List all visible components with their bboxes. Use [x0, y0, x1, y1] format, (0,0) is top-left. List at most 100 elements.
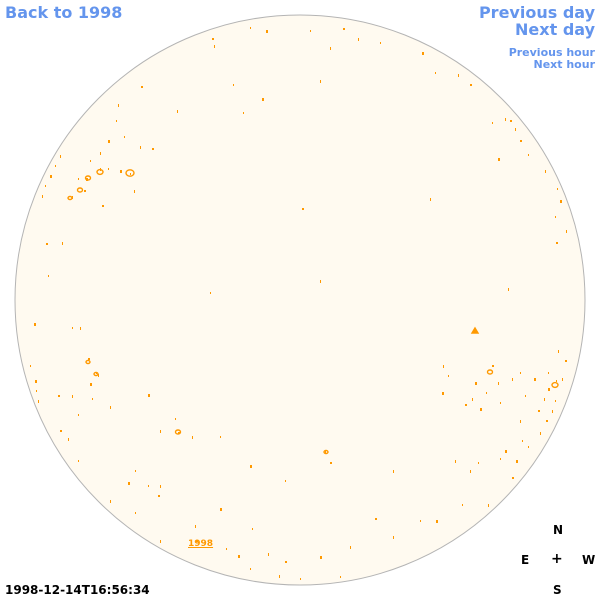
feature-speck — [220, 436, 221, 438]
feature-speck — [548, 372, 549, 374]
feature-speck — [498, 382, 499, 385]
compass-north-label: N — [553, 523, 564, 537]
previous-day-link[interactable]: Previous day — [478, 3, 595, 22]
feature-speck — [238, 555, 240, 558]
feature-speck — [90, 160, 91, 162]
next-day-link[interactable]: Next day — [515, 20, 595, 39]
feature-speck — [310, 30, 311, 32]
feature-speck — [393, 470, 394, 473]
feature-speck — [62, 242, 63, 245]
feature-speck — [46, 243, 48, 245]
solar-disk — [14, 14, 586, 586]
feature-speck — [505, 118, 506, 121]
feature-loop — [174, 429, 182, 435]
feature-speck — [528, 446, 529, 448]
feature-speck — [557, 188, 558, 190]
next-hour-link[interactable]: Next hour — [533, 58, 596, 71]
feature-speck — [100, 152, 101, 155]
feature-speck — [422, 52, 424, 55]
feature-speck — [268, 553, 269, 556]
year-link[interactable]: 1998 — [188, 539, 214, 549]
feature-speck — [510, 120, 512, 122]
feature-speck — [72, 395, 73, 398]
feature-speck — [555, 400, 556, 402]
previous-hour-link[interactable]: Previous hour — [508, 46, 595, 59]
feature-speck — [178, 432, 180, 434]
feature-speck — [279, 575, 280, 578]
feature-speck — [266, 30, 268, 33]
feature-loop — [93, 371, 99, 377]
feature-speck — [430, 198, 431, 201]
feature-speck — [220, 508, 222, 511]
feature-speck — [302, 208, 304, 210]
feature-speck — [160, 540, 161, 543]
feature-loop — [323, 449, 329, 455]
feature-speck — [500, 402, 501, 404]
feature-speck — [250, 465, 252, 468]
feature-speck — [340, 576, 341, 578]
feature-speck — [78, 460, 79, 462]
feature-speck — [55, 165, 56, 167]
feature-loop — [125, 169, 135, 177]
feature-speck — [548, 388, 550, 391]
feature-speck — [488, 504, 489, 507]
feature-speck — [442, 392, 444, 395]
feature-speck — [148, 394, 150, 397]
feature-speck — [135, 470, 136, 472]
compass-east-label: E — [521, 553, 530, 567]
feature-speck — [498, 158, 500, 161]
feature-speck — [325, 450, 326, 453]
feature-loop — [486, 369, 494, 375]
feature-speck — [515, 128, 516, 131]
feature-speck — [512, 477, 514, 479]
feature-speck — [343, 28, 345, 30]
feature-speck — [538, 410, 540, 412]
feature-speck — [152, 148, 154, 150]
feature-speck — [212, 38, 214, 40]
feature-speck — [210, 292, 211, 294]
feature-loop — [67, 195, 73, 201]
feature-speck — [558, 350, 559, 353]
feature-speck — [525, 395, 526, 397]
feature-speck — [330, 47, 331, 50]
feature-speck — [552, 410, 553, 413]
feature-speck — [520, 140, 522, 142]
feature-speck — [30, 365, 31, 367]
feature-speck — [472, 398, 473, 401]
feature-speck — [486, 392, 487, 394]
feature-speck — [420, 520, 421, 522]
feature-speck — [465, 404, 467, 406]
feature-speck — [555, 216, 556, 218]
feature-speck — [250, 568, 251, 570]
feature-speck — [110, 500, 111, 503]
feature-speck — [470, 470, 471, 473]
feature-speck — [262, 98, 264, 101]
feature-speck — [135, 512, 136, 514]
feature-speck — [233, 84, 234, 86]
feature-speck — [175, 418, 176, 420]
feature-speck — [534, 378, 536, 381]
feature-speck — [60, 430, 62, 432]
feature-speck — [560, 200, 562, 203]
feature-speck — [480, 408, 482, 411]
feature-speck — [108, 168, 109, 170]
feature-speck — [375, 518, 377, 520]
back-to-year-link[interactable]: Back to 1998 — [5, 3, 123, 22]
feature-speck — [243, 112, 244, 114]
feature-speck — [35, 380, 37, 383]
feature-speck — [358, 38, 359, 41]
feature-speck — [330, 462, 332, 464]
magnetic-features — [30, 27, 567, 580]
feature-speck — [443, 365, 444, 368]
feature-speck — [448, 375, 449, 377]
feature-speck — [84, 190, 86, 192]
feature-speck — [252, 528, 253, 530]
feature-loop — [96, 168, 104, 176]
feature-loop — [76, 187, 84, 193]
feature-speck — [455, 460, 456, 463]
feature-speck — [34, 323, 36, 326]
feature-speck — [285, 480, 286, 482]
feature-speck — [78, 178, 79, 180]
feature-loop — [85, 359, 91, 365]
